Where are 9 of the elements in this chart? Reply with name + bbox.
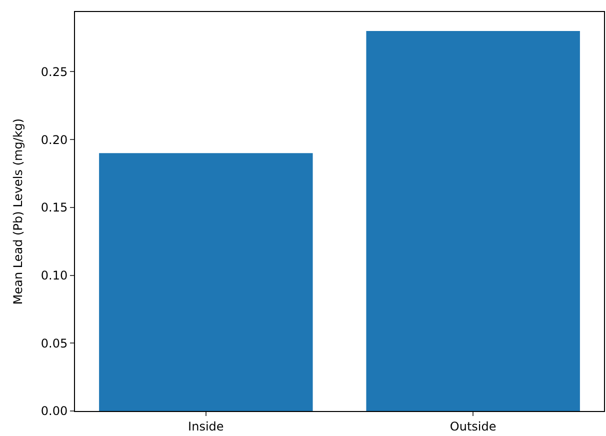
y-tick-label: 0.20	[40, 132, 68, 147]
y-tick-label: 0.15	[40, 200, 68, 215]
x-tick-label: Inside	[188, 419, 224, 434]
y-axis-title: Mean Lead (Pb) Levels (mg/kg)	[11, 118, 26, 305]
y-tick-label: 0.00	[40, 404, 68, 418]
y-tick-label: 0.25	[40, 64, 68, 79]
x-tick-label: Outside	[450, 419, 496, 434]
y-tick-label: 0.10	[40, 268, 68, 282]
y-tick-label: 0.05	[40, 336, 68, 350]
